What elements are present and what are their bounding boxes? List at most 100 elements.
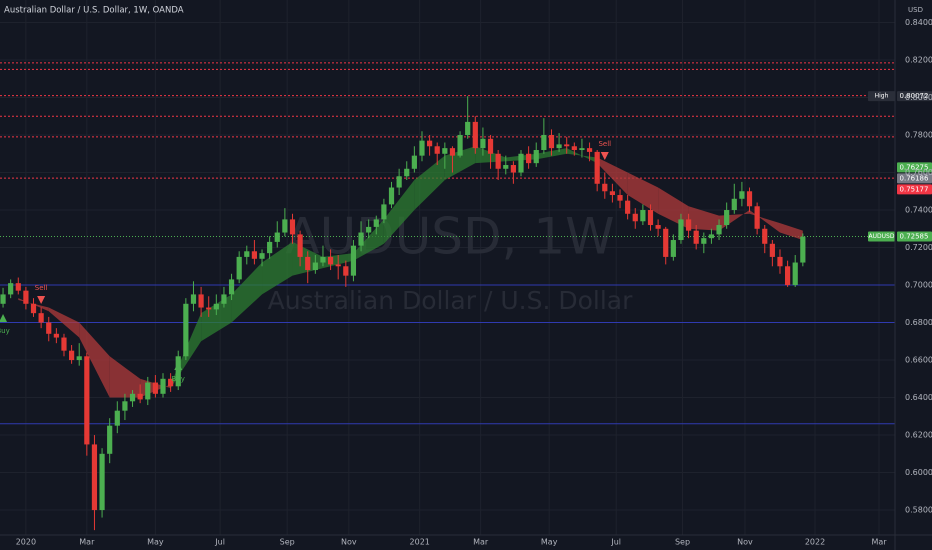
candle-body xyxy=(594,151,600,184)
candle-body xyxy=(282,219,288,233)
candle-body xyxy=(609,191,616,196)
candle-body xyxy=(449,148,456,156)
candle-body xyxy=(396,176,402,188)
candle-body xyxy=(107,425,113,454)
candle-body xyxy=(251,251,258,259)
candle-body xyxy=(564,144,570,147)
candle-body xyxy=(716,225,722,235)
price-label: 0.76275 xyxy=(900,163,929,171)
candle-body xyxy=(198,294,204,308)
candle-body xyxy=(533,150,539,164)
candle-body xyxy=(746,191,753,207)
candle-body xyxy=(228,279,235,295)
ribbon-segment xyxy=(688,206,720,231)
candle-body xyxy=(259,253,265,259)
candle-body xyxy=(38,313,44,323)
price-label-box xyxy=(897,231,932,242)
candle-body xyxy=(190,294,197,304)
candle-body xyxy=(358,232,364,246)
candle-body xyxy=(175,356,181,387)
x-tick-label: 2020 xyxy=(16,538,36,547)
candle-body xyxy=(670,240,676,257)
candle-body xyxy=(381,204,387,220)
candle-body xyxy=(350,245,357,276)
candle-body xyxy=(335,264,341,267)
candle-body xyxy=(526,153,532,164)
candle-body xyxy=(61,337,67,351)
candle-body xyxy=(647,210,654,226)
candle-body xyxy=(731,198,737,211)
ribbon-segment xyxy=(109,356,141,398)
ribbon-segment xyxy=(48,307,80,338)
candle-body xyxy=(586,148,593,152)
candle-body xyxy=(129,393,136,402)
candle-body xyxy=(76,356,82,361)
watermark-subtitle: Australian Dollar / U.S. Dollar xyxy=(268,286,633,315)
candle-body xyxy=(236,256,242,280)
candle-body xyxy=(8,283,14,295)
ribbon-segment xyxy=(627,172,659,214)
candle-body xyxy=(267,241,273,254)
candle-body xyxy=(548,135,555,149)
candle-body xyxy=(457,135,463,156)
price-label: 0.72585 xyxy=(900,233,929,241)
candle-body xyxy=(91,444,98,511)
x-tick-label: May xyxy=(541,538,558,547)
ribbon-segment xyxy=(779,223,803,241)
candle-body xyxy=(617,195,623,201)
candle-body xyxy=(168,378,174,387)
x-tick-label: Sep xyxy=(675,538,690,547)
candle-body xyxy=(792,262,798,286)
candle-body xyxy=(30,303,37,314)
candle-body xyxy=(769,243,775,257)
candle-body xyxy=(495,153,501,169)
ribbon-segment xyxy=(383,180,415,244)
candle-body xyxy=(69,350,75,361)
candle-body xyxy=(152,382,158,394)
x-tick-label: Nov xyxy=(737,538,753,547)
candle-body xyxy=(754,206,760,229)
candle-body xyxy=(571,146,577,151)
plot: BuySellBuySell0.80072High0.762750.761860… xyxy=(0,62,932,531)
x-tick-label: 2021 xyxy=(410,538,430,547)
candle-body xyxy=(678,219,684,241)
chart-title: Australian Dollar / U.S. Dollar, 1W, OAN… xyxy=(4,6,184,16)
candle-body xyxy=(663,228,669,257)
candle-body xyxy=(472,121,478,149)
x-tick-label: Mar xyxy=(871,538,887,547)
signal-label: Sell xyxy=(35,284,48,292)
candle-body xyxy=(708,234,715,239)
x-tick-label: Jul xyxy=(214,538,225,547)
candle-body xyxy=(739,191,745,199)
candle-body xyxy=(114,410,120,426)
candle-body xyxy=(693,230,699,244)
candle-body xyxy=(53,333,59,338)
x-tick-label: Nov xyxy=(341,538,357,547)
x-tick-label: May xyxy=(147,538,164,547)
price-label: 0.75177 xyxy=(900,185,929,193)
x-tick-label: Mar xyxy=(473,538,489,547)
price-label-box xyxy=(897,162,932,173)
candle-body xyxy=(305,256,311,271)
candle-body xyxy=(206,307,212,310)
candle-body xyxy=(297,234,303,257)
candle-body xyxy=(221,294,227,304)
candle-body xyxy=(366,226,372,233)
candle-body xyxy=(487,138,494,154)
candle-body xyxy=(427,140,433,147)
candle-body xyxy=(434,146,440,154)
candle-body xyxy=(685,219,692,231)
candle-body xyxy=(404,168,410,177)
price-label: 0.80072 xyxy=(900,92,929,100)
candle-body xyxy=(274,232,280,242)
candle-body xyxy=(510,165,516,173)
price-label-box xyxy=(897,91,932,102)
